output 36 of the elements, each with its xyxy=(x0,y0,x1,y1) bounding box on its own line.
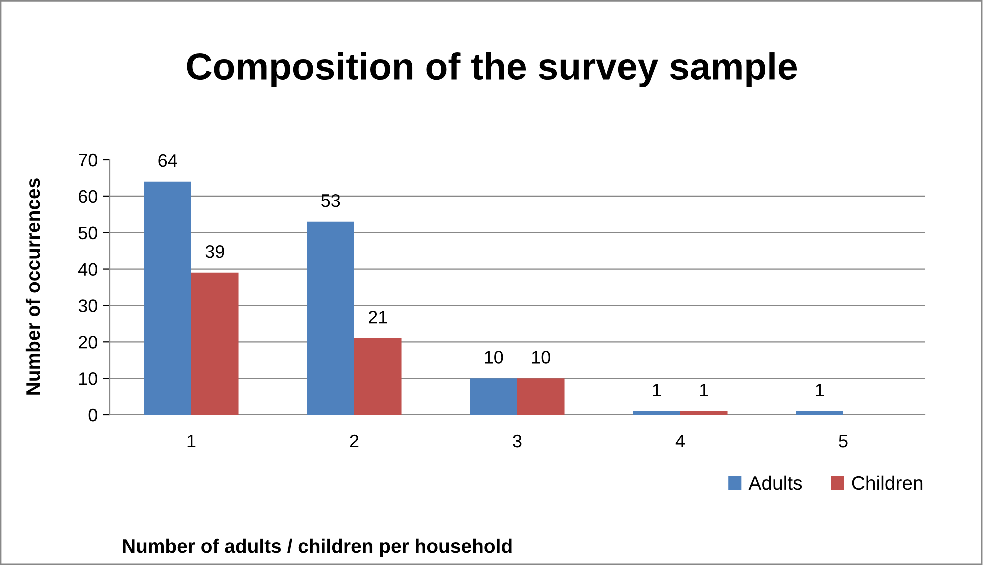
y-tick-label: 0 xyxy=(88,408,98,422)
data-label: 1 xyxy=(700,384,708,396)
data-label: 64 xyxy=(158,154,178,168)
x-tick-label: 3 xyxy=(513,434,522,448)
bar xyxy=(680,411,728,415)
bar xyxy=(354,338,402,415)
bar xyxy=(470,378,518,415)
y-tick-label: 50 xyxy=(78,226,98,240)
data-label: 10 xyxy=(532,351,550,364)
y-tick-label: 10 xyxy=(79,372,98,386)
data-label: 39 xyxy=(206,245,224,258)
y-tick-label: 20 xyxy=(79,336,98,349)
x-tick-label: 2 xyxy=(350,434,359,448)
bar xyxy=(307,222,354,415)
bar xyxy=(633,411,680,415)
y-tick-label: 40 xyxy=(78,263,98,276)
data-label: 1 xyxy=(816,384,824,396)
bar xyxy=(144,182,192,415)
y-axis-title: Number of occurrences xyxy=(26,178,40,395)
bar xyxy=(192,272,239,415)
x-axis-title: Number of adults / children per household xyxy=(123,538,512,558)
y-tick-label: 70 xyxy=(79,154,98,167)
data-label: 1 xyxy=(653,384,662,396)
x-tick-label: 1 xyxy=(188,435,196,448)
chart-title: Composition of the survey sample xyxy=(187,52,798,88)
bar xyxy=(796,411,844,415)
x-tick-label: 5 xyxy=(839,435,848,448)
bar xyxy=(518,378,565,415)
x-tick-label: 4 xyxy=(676,435,685,448)
data-label: 53 xyxy=(322,194,340,208)
legend-label: Children xyxy=(852,476,923,490)
data-label: 21 xyxy=(369,311,388,324)
data-label: 10 xyxy=(485,351,504,364)
y-tick-label: 60 xyxy=(79,190,98,204)
legend-label: Adults xyxy=(748,476,802,490)
y-tick-label: 30 xyxy=(78,300,98,312)
